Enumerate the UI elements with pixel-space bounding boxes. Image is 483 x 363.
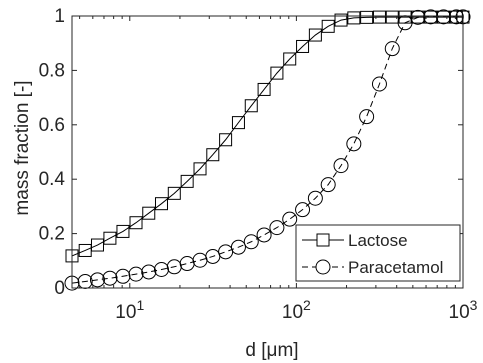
paracetamol-point <box>359 109 375 125</box>
lactose-point <box>308 28 322 42</box>
paracetamol-point <box>256 227 272 243</box>
y-tick-label: 1 <box>54 6 65 27</box>
axes-box <box>71 15 464 289</box>
lactose-point <box>360 10 374 24</box>
lactose-point <box>180 174 194 188</box>
lactose-point <box>296 39 310 53</box>
lactose-point <box>270 66 284 80</box>
lactose-point <box>90 238 104 252</box>
y-tick-label: 0 <box>54 278 65 299</box>
lactose-point <box>347 11 361 25</box>
paracetamol-point <box>141 264 157 280</box>
lactose-point <box>334 13 348 27</box>
lactose-point <box>154 197 168 211</box>
paracetamol-point <box>333 158 349 174</box>
lactose-point <box>244 99 258 113</box>
paracetamol-point <box>346 136 362 152</box>
lactose-point <box>257 82 271 96</box>
x-tick-label: 103 <box>449 297 478 323</box>
paracetamol-point <box>89 272 105 288</box>
paracetamol-point <box>102 270 118 286</box>
paracetamol-point <box>218 244 234 260</box>
y-tick-label: 0.6 <box>39 115 65 136</box>
y-tick-label: 0.4 <box>39 169 66 190</box>
legend-paracetamol-label: Paracetamol <box>348 258 443 277</box>
paracetamol-point <box>371 76 387 92</box>
legend-paracetamol-marker <box>315 259 331 275</box>
paracetamol-point <box>295 202 311 218</box>
paracetamol-point <box>423 9 439 25</box>
axes: 0 0.2 0.4 0.6 0.8 1 101 102 103 <box>39 6 478 323</box>
lactose-point <box>116 224 130 238</box>
lactose-point <box>385 10 399 24</box>
paracetamol-point <box>115 268 131 284</box>
paracetamol-point <box>384 41 400 57</box>
x-axis-label: d [μm] <box>245 340 298 361</box>
paracetamol-point <box>410 9 426 25</box>
y-axis-label: mass fraction [-] <box>12 80 33 215</box>
paracetamol-point <box>128 266 144 282</box>
lactose-point <box>142 206 156 220</box>
paracetamol-point <box>230 239 246 255</box>
lactose-point <box>129 216 143 230</box>
lactose-point <box>372 10 386 24</box>
legend-lactose-marker <box>316 233 330 247</box>
lactose-point <box>283 52 297 66</box>
paracetamol-point <box>179 256 195 272</box>
lactose-point <box>206 148 220 162</box>
paracetamol-point <box>269 220 285 236</box>
y-tick-label: 0.8 <box>39 60 65 81</box>
lactose-point <box>321 19 335 33</box>
lactose-point <box>193 162 207 176</box>
lactose-point <box>231 116 245 130</box>
lactose-point <box>167 186 181 200</box>
paracetamol-point <box>436 9 452 25</box>
lactose-point <box>219 133 233 147</box>
x-tick-label: 102 <box>282 297 311 323</box>
y-tick-label: 0.2 <box>39 224 65 245</box>
lactose-line <box>71 16 463 257</box>
lactose-point <box>103 231 117 245</box>
legend: Lactose Paracetamol <box>295 224 461 282</box>
legend-lactose-label: Lactose <box>348 231 408 250</box>
paracetamol-point <box>307 190 323 206</box>
x-tick-label: 101 <box>115 297 144 323</box>
paracetamol-point <box>153 262 169 278</box>
paracetamol-point <box>282 211 298 227</box>
paracetamol-point <box>320 177 336 193</box>
paracetamol-point <box>243 234 259 250</box>
